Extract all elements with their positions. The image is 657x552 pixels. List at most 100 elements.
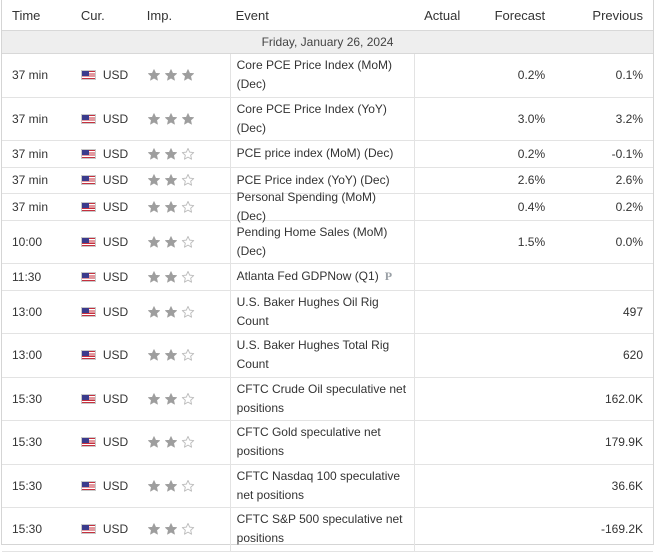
header-forecast[interactable]: Forecast (494, 7, 546, 23)
event-name-link[interactable]: CFTC S&P 500 speculative net positions (236, 512, 403, 546)
star-filled-icon (164, 112, 177, 125)
star-filled-icon (164, 349, 177, 361)
importance-rating (144, 479, 230, 493)
event-time: 37 min (12, 173, 49, 188)
header-time[interactable]: Time (12, 7, 41, 23)
star-filled-icon (147, 174, 160, 186)
table-row[interactable]: 11:30 USD Atlanta Fed GDPNow (Q1) P (2, 264, 653, 291)
event-previous: 2.6% (615, 173, 643, 188)
table-row[interactable]: 10:00 USD Pending Home Sales (MoM) (Dec) 1.… (2, 220, 653, 264)
star-empty-icon (181, 270, 194, 283)
importance-rating (144, 348, 230, 362)
event-name-link[interactable]: CFTC Nasdaq 100 speculative net position… (236, 468, 401, 502)
event-currency: USD (102, 522, 129, 537)
event-name-cell: CFTC Nasdaq 100 speculative net position… (229, 464, 416, 507)
event-name-link[interactable]: Pending Home Sales (MoM) (Dec) (236, 224, 388, 258)
header-importance[interactable]: Imp. (146, 7, 173, 23)
star-empty-icon (181, 305, 194, 318)
table-row[interactable]: 13:00 USD U.S. Baker Hughes Oil Rig Count 4… (2, 290, 653, 334)
star-empty-icon (181, 392, 194, 405)
importance-rating (144, 522, 230, 536)
event-name-link[interactable]: Core PCE Price Index (YoY) (Dec) (236, 101, 387, 135)
event-name-link[interactable]: PCE Price index (YoY) (Dec) (236, 172, 390, 187)
event-previous: 497 (622, 304, 643, 319)
star-empty-icon (181, 200, 194, 213)
event-currency-cell: USD (75, 305, 144, 319)
event-time: 11:30 (12, 269, 42, 284)
event-name-cell: CFTC Gold speculative net positions (229, 421, 416, 464)
event-name-cell: PCE Price index (YoY) (Dec) (229, 167, 416, 193)
event-time: 15:30 (12, 522, 43, 537)
star-filled-icon (147, 479, 160, 492)
us-flag-icon (80, 201, 96, 212)
event-forecast: 0.4% (517, 199, 546, 214)
event-name-link[interactable]: U.S. Baker Hughes Oil Rig Count (236, 294, 379, 328)
event-currency: USD (102, 234, 129, 249)
event-previous: 0.1% (615, 68, 643, 83)
star-filled-icon (147, 112, 160, 125)
calendar-header: Time Cur. Imp. Event Actual Forecast Pre… (2, 0, 653, 31)
table-row[interactable]: 13:00 USD U.S. Baker Hughes Total Rig Coun… (2, 334, 653, 378)
table-row[interactable]: 37 min USD Core PCE Price Index (MoM) (Dec… (2, 54, 653, 98)
header-actual[interactable]: Actual (424, 7, 461, 23)
us-flag-icon (80, 350, 96, 361)
event-forecast: 3.0% (517, 111, 546, 126)
event-currency-cell: USD (75, 348, 144, 362)
event-currency: USD (102, 304, 129, 319)
table-row[interactable]: 37 min USD PCE price index (MoM) (Dec) 0.2%… (2, 141, 653, 168)
event-name-cell: CFTC Crude Oil speculative net positions (229, 377, 416, 420)
table-row[interactable]: 37 min USD Core PCE Price Index (YoY) (Dec… (2, 97, 653, 141)
table-row[interactable]: 37 min USD PCE Price index (YoY) (Dec) 2.6%… (2, 167, 653, 194)
event-currency: USD (102, 391, 129, 406)
event-currency-cell: USD (75, 200, 144, 214)
event-currency-cell: USD (75, 435, 144, 449)
event-time: 10:00 (12, 234, 43, 249)
day-separator: Friday, January 26, 2024 (2, 31, 653, 54)
header-event[interactable]: Event (235, 7, 269, 23)
event-name-link[interactable]: U.S. Baker Hughes Total Rig Count (236, 338, 390, 372)
us-flag-icon (80, 437, 96, 448)
star-filled-icon (164, 174, 177, 186)
table-row[interactable]: 15:30 USD CFTC S&P 500 speculative net pos… (2, 508, 653, 552)
star-filled-icon (147, 235, 160, 248)
event-name-link[interactable]: PCE price index (MoM) (Dec) (236, 146, 394, 161)
event-previous: -0.1% (611, 146, 643, 161)
star-filled-icon (147, 523, 160, 535)
event-time: 15:30 (12, 478, 43, 493)
importance-rating (144, 392, 230, 406)
table-row[interactable]: 15:30 USD CFTC Nasdaq 100 speculative net … (2, 464, 653, 508)
event-previous: 620 (622, 348, 643, 363)
event-name-link[interactable]: Core PCE Price Index (MoM) (Dec) (236, 58, 393, 92)
event-time: 15:30 (12, 435, 43, 450)
event-currency-cell: USD (75, 147, 144, 161)
importance-rating (144, 270, 230, 284)
event-name-link[interactable]: Atlanta Fed GDPNow (Q1) (236, 269, 379, 284)
us-flag-icon (80, 113, 96, 124)
table-row[interactable]: 15:30 USD CFTC Crude Oil speculative net p… (2, 377, 653, 421)
event-name-cell: Pending Home Sales (MoM) (Dec) (229, 220, 416, 263)
event-currency: USD (102, 269, 129, 284)
importance-rating (144, 147, 230, 161)
event-currency-cell: USD (75, 112, 144, 126)
event-time: 13:00 (12, 348, 43, 363)
event-name-link[interactable]: CFTC Gold speculative net positions (236, 425, 381, 459)
star-filled-icon (164, 392, 177, 405)
importance-rating (144, 200, 230, 214)
header-currency[interactable]: Cur. (80, 7, 105, 23)
star-empty-icon (181, 147, 194, 160)
event-currency: USD (102, 199, 129, 214)
header-previous[interactable]: Previous (592, 7, 643, 23)
event-name-cell: Personal Spending (MoM) (Dec) (229, 190, 416, 223)
us-flag-icon (80, 480, 96, 491)
star-empty-icon (181, 523, 194, 535)
event-previous: 0.2% (615, 199, 643, 214)
star-empty-icon (181, 174, 194, 186)
us-flag-icon (80, 70, 96, 81)
importance-rating (144, 112, 230, 126)
event-name-link[interactable]: CFTC Crude Oil speculative net positions (236, 381, 407, 415)
star-filled-icon (147, 305, 160, 318)
table-row[interactable]: 37 min USD Personal Spending (MoM) (Dec) 0.… (2, 190, 653, 223)
table-row[interactable]: 15:30 USD CFTC Gold speculative net positi… (2, 421, 653, 465)
event-name-link[interactable]: Personal Spending (MoM) (Dec) (236, 189, 377, 223)
